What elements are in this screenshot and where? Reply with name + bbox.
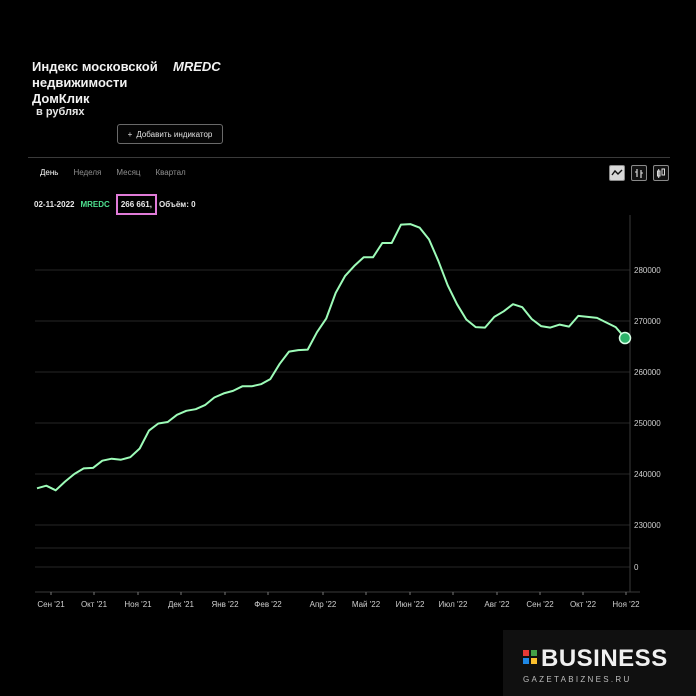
- y-tick-label: 280000: [634, 266, 661, 275]
- x-tick-label: Сен '22: [526, 600, 554, 609]
- line-chart-icon[interactable]: [609, 165, 625, 181]
- y-tick-label: 260000: [634, 368, 661, 377]
- add-indicator-button[interactable]: + Добавить индикатор: [117, 124, 223, 144]
- x-tick-label: Окт '21: [81, 600, 108, 609]
- watermark-site: GAZETABIZNES.RU: [523, 675, 632, 684]
- tab-month[interactable]: Месяц: [116, 168, 141, 177]
- watermark-brand: BUSINESS: [541, 645, 668, 672]
- info-value: 266 661,: [115, 194, 157, 215]
- chart-title: Индекс московской недвижимости ДомКлик: [32, 59, 292, 107]
- title-line-3: ДомКлик: [32, 91, 90, 106]
- candlestick-icon[interactable]: [653, 165, 669, 181]
- x-tick-label: Сен '21: [37, 600, 65, 609]
- info-volume: Объём: 0: [158, 200, 196, 209]
- info-ticker: MREDC: [80, 200, 110, 209]
- chart-type-toolbar: [609, 165, 669, 181]
- ticker-title: MREDC: [173, 59, 221, 74]
- x-tick-label: Апр '22: [310, 600, 337, 609]
- x-tick-label: Янв '22: [211, 600, 239, 609]
- title-line-2: недвижимости: [32, 75, 128, 90]
- x-tick-label: Июл '22: [439, 600, 468, 609]
- tab-quarter[interactable]: Квартал: [155, 168, 186, 177]
- last-point-marker: [618, 331, 632, 345]
- crosshair-info: 02-11-2022 MREDC 266 661, Объём: 0: [34, 194, 196, 215]
- tab-week[interactable]: Неделя: [73, 168, 102, 177]
- y-tick-label: 230000: [634, 521, 661, 530]
- y-tick-label: 250000: [634, 419, 661, 428]
- x-tick-label: Ноя '21: [124, 600, 152, 609]
- x-tick-label: Окт '22: [570, 600, 597, 609]
- bar-chart-icon[interactable]: [631, 165, 647, 181]
- business-logo-icon: [523, 650, 537, 664]
- series-line-mredc: [36, 223, 626, 492]
- x-tick-label: Дек '21: [168, 600, 195, 609]
- tab-day[interactable]: День: [40, 168, 59, 177]
- currency-label: в рублях: [36, 106, 85, 118]
- y-tick-label: 240000: [634, 470, 661, 479]
- title-line-1: Индекс московской: [32, 59, 158, 74]
- y-tick-label: 0: [634, 563, 639, 572]
- x-tick-label: Фев '22: [254, 600, 282, 609]
- info-date: 02-11-2022: [34, 200, 75, 209]
- y-tick-label: 270000: [634, 317, 661, 326]
- x-tick-label: Июн '22: [396, 600, 425, 609]
- divider: [28, 157, 670, 158]
- x-tick-label: Ноя '22: [612, 600, 640, 609]
- watermark: BUSINESS GAZETABIZNES.RU: [503, 630, 696, 696]
- period-tabs: День Неделя Месяц Квартал: [40, 168, 201, 177]
- x-tick-label: Май '22: [352, 600, 381, 609]
- add-indicator-label: Добавить индикатор: [136, 129, 213, 139]
- x-tick-label: Авг '22: [484, 600, 510, 609]
- plus-icon: +: [127, 129, 133, 139]
